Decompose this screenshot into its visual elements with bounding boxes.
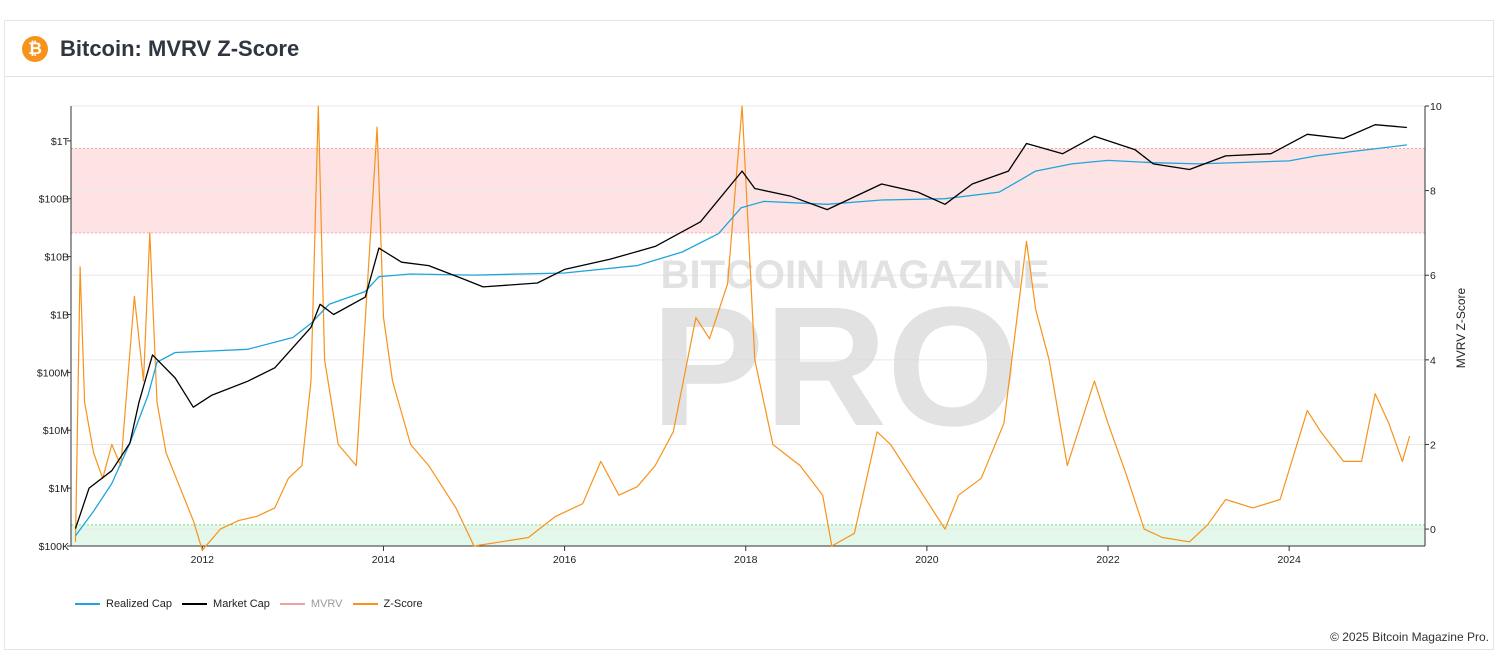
x-tick-label: 2022 xyxy=(1096,554,1120,566)
legend-swatch-zscore xyxy=(352,603,378,605)
legend-label-mvrv: MVRV xyxy=(310,598,343,610)
right-tick-label: 2 xyxy=(1430,439,1436,451)
left-tick-label: $100M xyxy=(37,367,69,379)
left-tick-label: $10M xyxy=(43,425,69,437)
right-tick-label: 8 xyxy=(1430,186,1436,198)
legend-item-zscore[interactable]: Z-Score xyxy=(352,598,423,610)
x-tick-label: 2020 xyxy=(915,554,939,566)
left-tick-label: $100K xyxy=(39,541,69,553)
series-market-cap xyxy=(74,124,1407,529)
x-tick-label: 2016 xyxy=(553,554,577,566)
x-tick-label: 2012 xyxy=(191,554,215,566)
copyright-text: © 2025 Bitcoin Magazine Pro. xyxy=(1330,630,1489,644)
left-tick-label: $1T xyxy=(51,136,70,148)
legend-swatch-market-cap xyxy=(182,603,208,605)
zone-green xyxy=(71,524,1425,546)
legend-label-realized-cap: Realized Cap xyxy=(106,598,173,610)
watermark-line2: PRO xyxy=(651,272,1019,462)
chart-header: ₿ Bitcoin: MVRV Z-Score xyxy=(5,21,1493,77)
chart-legend: Realized Cap Market Cap MVRV Z-Score xyxy=(75,598,423,610)
series-realized-cap xyxy=(74,144,1407,537)
legend-label-market-cap: Market Cap xyxy=(213,598,270,610)
page-title: Bitcoin: MVRV Z-Score xyxy=(60,36,300,61)
right-tick-label: 0 xyxy=(1430,524,1436,536)
left-tick-label: $1B xyxy=(50,309,69,321)
left-tick-label: $100B xyxy=(39,194,69,206)
x-tick-label: 2024 xyxy=(1277,554,1301,566)
legend-swatch-mvrv xyxy=(279,603,305,605)
right-tick-label: 6 xyxy=(1430,270,1436,282)
right-tick-label: 10 xyxy=(1430,101,1442,113)
legend-item-realized-cap[interactable]: Realized Cap xyxy=(75,598,172,610)
legend-swatch-realized-cap xyxy=(75,603,100,605)
right-tick-label: 4 xyxy=(1430,355,1436,367)
legend-item-market-cap[interactable]: Market Cap xyxy=(182,598,270,610)
legend-item-mvrv[interactable]: MVRV xyxy=(279,598,343,610)
legend-label-zscore: Z-Score xyxy=(383,598,423,610)
series-z-score xyxy=(74,105,1411,551)
right-axis-title: MVRV Z-Score xyxy=(1454,287,1468,368)
left-tick-label: $10B xyxy=(44,252,69,264)
left-tick-label: $1M xyxy=(49,483,69,495)
bitcoin-logo-icon: ₿ xyxy=(22,36,48,62)
x-tick-label: 2014 xyxy=(372,554,396,566)
x-tick-label: 2018 xyxy=(734,554,758,566)
